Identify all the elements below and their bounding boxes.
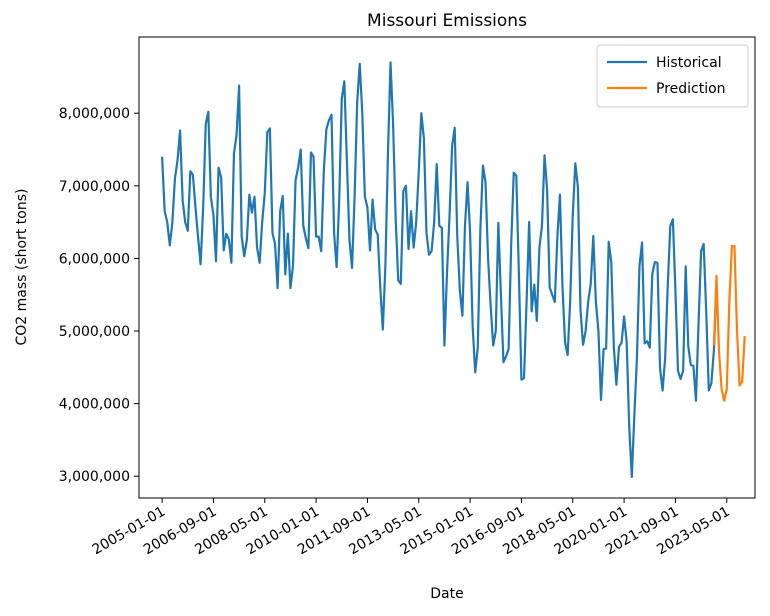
- y-axis: 3,000,000 4,000,000 5,000,000 6,000,000 7,00…: [59, 106, 139, 485]
- series-line-historical: [161, 61, 718, 479]
- y-tick-label: 6,000,000: [59, 251, 130, 267]
- y-axis-title: CO2 mass (short tons): [14, 189, 30, 346]
- x-axis: 2005-01-012006-09-012008-05-012010-01-01…: [90, 498, 733, 558]
- plot-frame: [138, 36, 756, 499]
- y-tick-label: 5,000,000: [59, 324, 130, 340]
- plot-area: [138, 36, 756, 499]
- y-tick-label: 3,000,000: [59, 469, 130, 485]
- y-tick-label: 8,000,000: [59, 106, 130, 122]
- series-line-prediction: [712, 244, 746, 402]
- y-tick-label: 7,000,000: [59, 179, 130, 195]
- legend-frame: [596, 44, 749, 108]
- legend: Historical Prediction: [596, 44, 749, 108]
- chart-title: Missouri Emissions: [367, 11, 527, 31]
- y-tick-label: 4,000,000: [59, 397, 130, 413]
- series-layer: [161, 61, 746, 479]
- legend-label-historical: Historical: [656, 55, 722, 71]
- legend-label-prediction: Prediction: [656, 81, 726, 97]
- x-axis-title: Date: [430, 586, 463, 602]
